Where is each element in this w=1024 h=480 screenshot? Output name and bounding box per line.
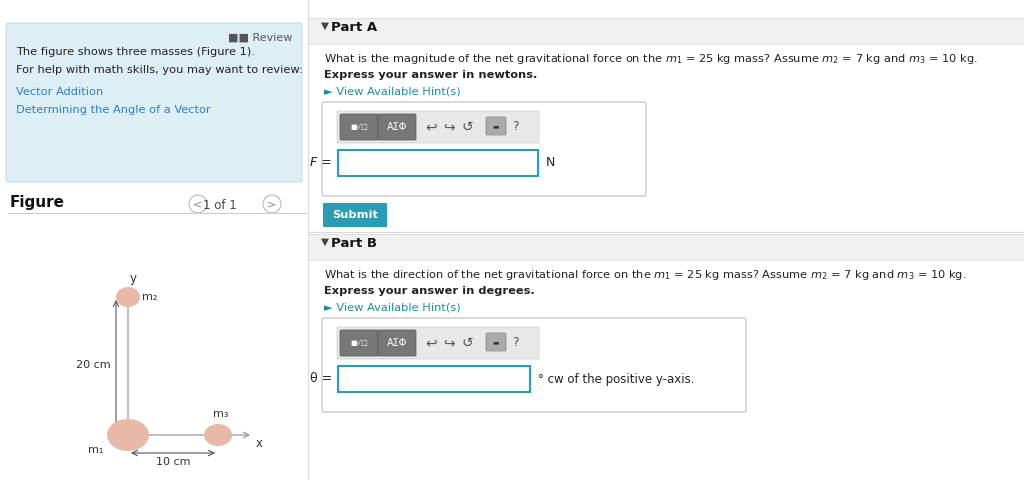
- FancyBboxPatch shape: [322, 102, 646, 196]
- Text: 1 of 1: 1 of 1: [203, 199, 237, 212]
- Text: ► View Available Hint(s): ► View Available Hint(s): [324, 86, 461, 96]
- Text: ↪: ↪: [443, 120, 455, 134]
- Text: Determining the Angle of a Vector: Determining the Angle of a Vector: [16, 105, 211, 115]
- FancyBboxPatch shape: [340, 114, 378, 140]
- Text: Part B: Part B: [331, 237, 377, 250]
- FancyBboxPatch shape: [323, 203, 387, 227]
- FancyBboxPatch shape: [337, 327, 539, 359]
- Text: ↩: ↩: [425, 120, 437, 134]
- Text: m₁: m₁: [88, 445, 103, 455]
- Text: F =: F =: [310, 156, 332, 169]
- Text: The figure shows three masses (Figure 1).: The figure shows three masses (Figure 1)…: [16, 47, 255, 57]
- Text: Part A: Part A: [331, 21, 377, 34]
- Text: θ =: θ =: [309, 372, 332, 385]
- Text: ΑΣΦ: ΑΣΦ: [387, 338, 408, 348]
- Text: For help with math skills, you may want to review:: For help with math skills, you may want …: [16, 65, 303, 75]
- Text: ► View Available Hint(s): ► View Available Hint(s): [324, 302, 461, 312]
- Text: Figure: Figure: [10, 195, 65, 210]
- Bar: [309, 18, 1024, 44]
- Text: m₃: m₃: [213, 409, 228, 419]
- Text: ▬: ▬: [493, 123, 500, 129]
- Text: ↺: ↺: [461, 120, 473, 134]
- FancyBboxPatch shape: [486, 333, 506, 351]
- Text: ▬: ▬: [493, 339, 500, 345]
- Text: ?: ?: [512, 336, 518, 349]
- Text: ■√□: ■√□: [350, 340, 368, 347]
- Text: m₂: m₂: [142, 292, 158, 302]
- FancyBboxPatch shape: [486, 117, 506, 135]
- Ellipse shape: [106, 419, 150, 451]
- Text: Express your answer in degrees.: Express your answer in degrees.: [324, 286, 535, 296]
- FancyBboxPatch shape: [322, 318, 746, 412]
- Bar: [338, 150, 538, 176]
- Text: y: y: [130, 272, 137, 285]
- FancyBboxPatch shape: [340, 330, 378, 356]
- FancyBboxPatch shape: [378, 114, 416, 140]
- Text: Submit: Submit: [332, 210, 378, 220]
- Bar: [309, 234, 1024, 260]
- Ellipse shape: [204, 424, 232, 446]
- Bar: [338, 366, 530, 392]
- Circle shape: [263, 195, 281, 213]
- Text: 20 cm: 20 cm: [77, 360, 111, 370]
- Text: What is the magnitude of the net gravitational force on the $m_1$ = 25 kg mass? : What is the magnitude of the net gravita…: [324, 52, 978, 66]
- Text: ■√□: ■√□: [350, 124, 368, 131]
- FancyBboxPatch shape: [6, 23, 302, 182]
- Text: >: >: [267, 199, 276, 209]
- Text: Vector Addition: Vector Addition: [16, 87, 103, 97]
- Text: ■■ Review: ■■ Review: [227, 33, 292, 43]
- Text: ▼: ▼: [321, 237, 329, 247]
- Text: N: N: [546, 156, 555, 169]
- Text: 10 cm: 10 cm: [156, 457, 190, 467]
- Bar: [0, 0, 308, 480]
- Text: ?: ?: [512, 120, 518, 133]
- Text: ↺: ↺: [461, 336, 473, 350]
- Text: <: <: [194, 199, 203, 209]
- Text: ▼: ▼: [321, 21, 329, 31]
- Text: What is the direction of the net gravitational force on the $m_1$ = 25 kg mass? : What is the direction of the net gravita…: [324, 268, 967, 282]
- Text: Express your answer in newtons.: Express your answer in newtons.: [324, 70, 538, 80]
- Ellipse shape: [116, 287, 140, 307]
- Text: ↩: ↩: [425, 336, 437, 350]
- FancyBboxPatch shape: [378, 330, 416, 356]
- Text: ΑΣΦ: ΑΣΦ: [387, 122, 408, 132]
- Circle shape: [189, 195, 207, 213]
- Text: ↪: ↪: [443, 336, 455, 350]
- Text: ° cw of the positive y-axis.: ° cw of the positive y-axis.: [538, 372, 694, 385]
- Text: x: x: [256, 437, 263, 450]
- FancyBboxPatch shape: [337, 111, 539, 143]
